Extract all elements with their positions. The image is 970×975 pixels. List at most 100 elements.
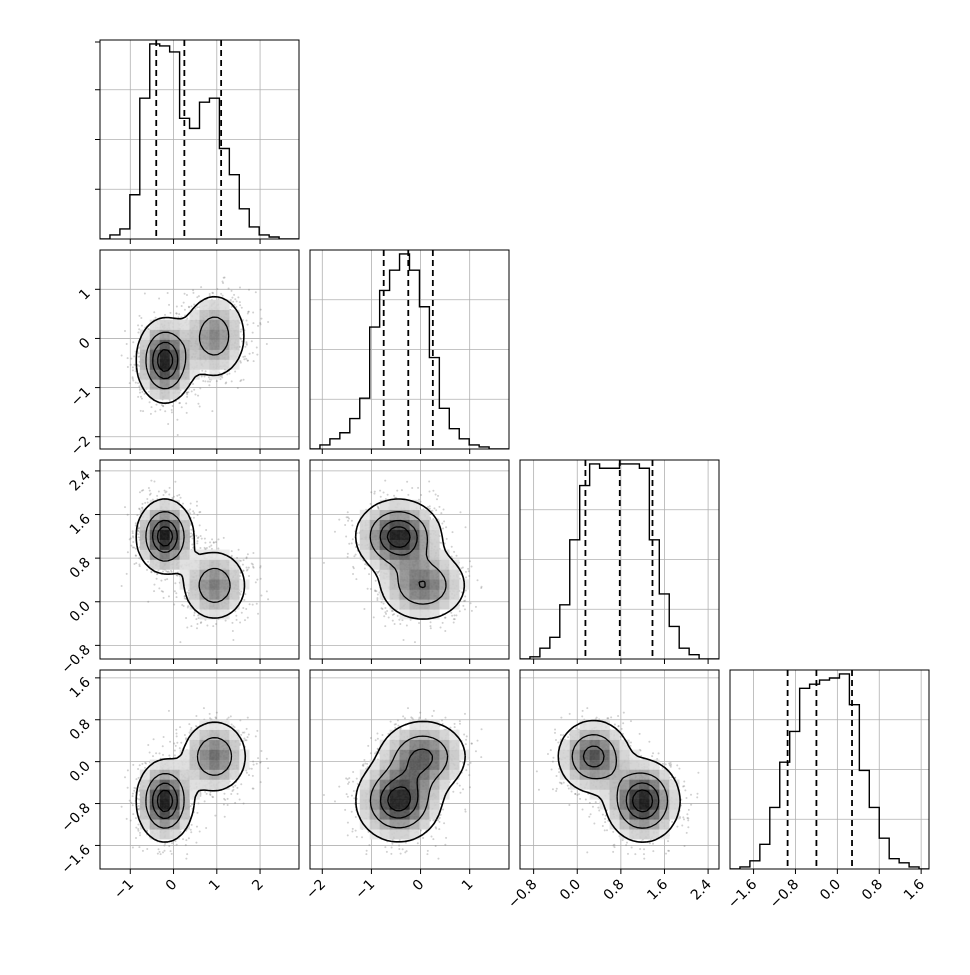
scatter-point — [190, 305, 192, 307]
scatter-point — [260, 594, 262, 596]
scatter-point — [153, 584, 155, 586]
scatter-point — [242, 570, 244, 572]
scatter-point — [232, 639, 234, 641]
scatter-point — [253, 360, 255, 362]
scatter-point — [130, 545, 132, 547]
scatter-point — [239, 286, 241, 288]
scatter-point — [442, 527, 444, 529]
scatter-point — [183, 302, 185, 304]
scatter-point — [200, 622, 202, 624]
scatter-point — [153, 311, 155, 313]
scatter-point — [137, 331, 139, 333]
scatter-point — [140, 396, 142, 398]
scatter-point — [175, 312, 177, 314]
scatter-point — [185, 617, 187, 619]
scatter-point — [446, 538, 448, 540]
scatter-point — [124, 506, 126, 508]
scatter-point — [150, 480, 152, 482]
scatter-point — [239, 380, 241, 382]
scatter-point — [435, 509, 437, 511]
y-tick-label: −2 — [68, 433, 94, 459]
density-cell — [160, 389, 170, 399]
scatter-point — [200, 286, 202, 288]
density-cell — [209, 359, 219, 369]
scatter-point — [383, 615, 385, 617]
scatter-point — [178, 494, 180, 496]
scatter-point — [138, 508, 140, 510]
scatter-point — [368, 573, 370, 575]
scatter-point — [213, 542, 215, 544]
scatter-point — [240, 338, 242, 340]
scatter-point — [156, 495, 158, 497]
density-cell — [229, 569, 239, 579]
scatter-point — [182, 503, 184, 505]
scatter-point — [244, 619, 246, 621]
density-cell — [190, 589, 200, 599]
scatter-point — [156, 578, 158, 580]
density-cell — [229, 340, 239, 350]
scatter-point — [248, 575, 250, 577]
scatter-point — [196, 501, 198, 503]
y-tick-label: −0.8 — [58, 642, 93, 677]
scatter-point — [242, 564, 244, 566]
scatter-point — [132, 541, 134, 543]
scatter-point — [204, 376, 206, 378]
scatter-point — [211, 410, 213, 412]
scatter-point — [186, 626, 188, 628]
scatter-point — [242, 607, 244, 609]
scatter-point — [151, 406, 153, 408]
density-cell — [160, 359, 170, 369]
scatter-point — [215, 541, 217, 543]
scatter-point — [347, 553, 349, 555]
scatter-point — [217, 538, 219, 540]
scatter-point — [200, 535, 202, 537]
density-cell — [219, 350, 229, 360]
scatter-point — [144, 502, 146, 504]
scatter-point — [223, 537, 225, 539]
scatter-point — [195, 618, 197, 620]
scatter-point — [246, 320, 248, 322]
scatter-point — [267, 598, 269, 600]
density-cell — [190, 330, 200, 340]
scatter-point — [381, 601, 383, 603]
scatter-point — [181, 305, 183, 307]
scatter-point — [174, 582, 176, 584]
density-cell — [140, 530, 150, 540]
density-cell — [190, 340, 200, 350]
density-cell — [150, 550, 160, 560]
scatter-point — [444, 630, 446, 632]
scatter-point — [225, 620, 227, 622]
density-cell — [209, 579, 219, 589]
y-tick-label: −1 — [68, 384, 94, 410]
density-cell — [209, 550, 219, 560]
scatter-point — [205, 529, 207, 531]
scatter-point — [383, 603, 385, 605]
scatter-point — [481, 586, 483, 588]
density-cell — [200, 359, 210, 369]
scatter-point — [428, 491, 430, 493]
scatter-point — [170, 570, 172, 572]
scatter-point — [241, 612, 243, 614]
scatter-point — [132, 532, 134, 534]
scatter-point — [184, 309, 186, 311]
scatter-point — [139, 392, 141, 394]
panel-1-0 — [95, 250, 299, 454]
panel-0-0 — [95, 40, 299, 244]
density-cell — [180, 530, 190, 540]
scatter-point — [141, 507, 143, 509]
scatter-point — [127, 514, 129, 516]
scatter-point — [465, 526, 467, 528]
scatter-point — [347, 520, 349, 522]
scatter-point — [367, 588, 369, 590]
scatter-point — [351, 542, 353, 544]
scatter-point — [162, 591, 164, 593]
scatter-point — [240, 362, 242, 364]
scatter-point — [260, 323, 262, 325]
scatter-point — [417, 487, 419, 489]
density-cell — [209, 569, 219, 579]
scatter-point — [435, 493, 437, 495]
scatter-point — [135, 522, 137, 524]
scatter-point — [201, 376, 203, 378]
density-cell — [190, 579, 200, 589]
scatter-point — [255, 581, 257, 583]
